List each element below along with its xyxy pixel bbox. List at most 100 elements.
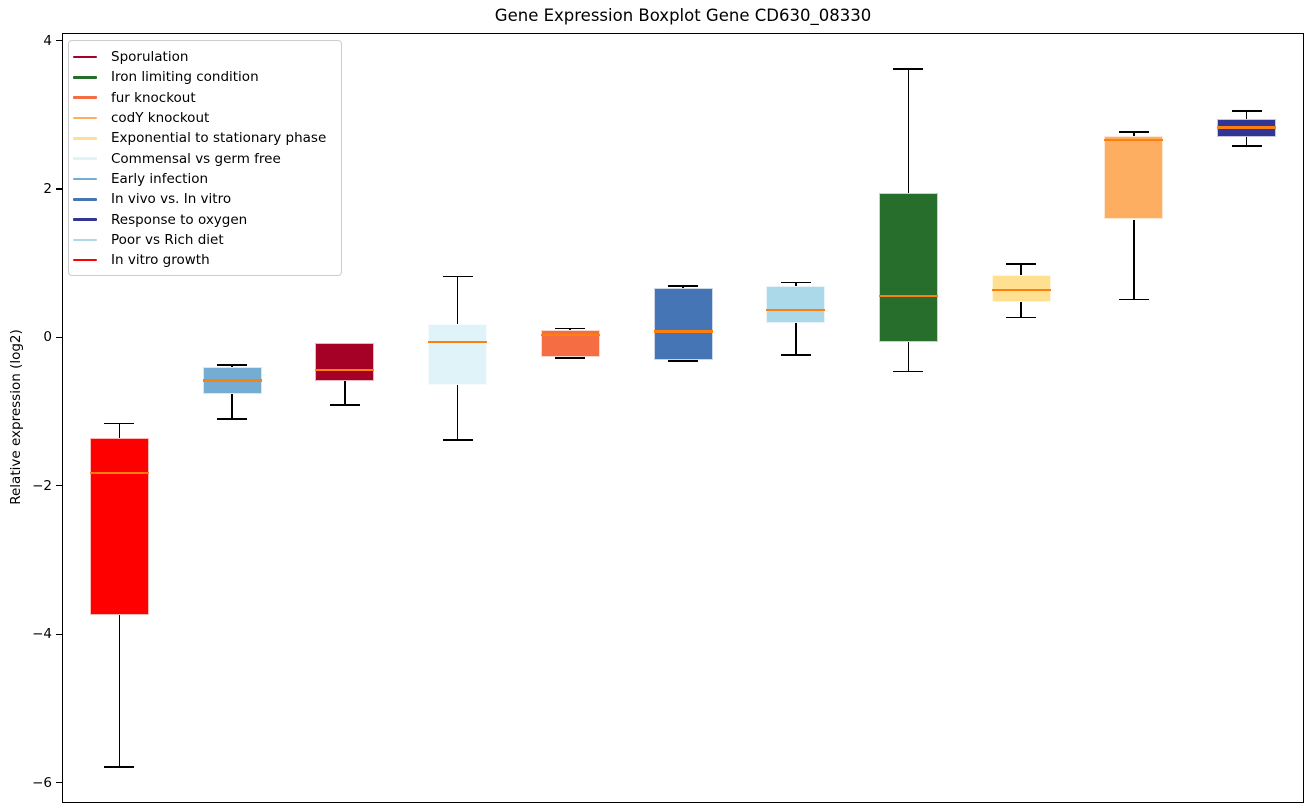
- lower-whisker-cap: [104, 766, 135, 768]
- chart-title: Gene Expression Boxplot Gene CD630_08330: [494, 6, 872, 25]
- median-line: [202, 379, 262, 382]
- legend-item-iron-limiting-condition: Iron limiting condition: [73, 67, 333, 87]
- legend: Sporulation Iron limiting condition fur kn…: [68, 40, 342, 277]
- median-line: [428, 340, 488, 344]
- y-axis-label: Relative expression (log2): [8, 329, 24, 505]
- legend-label: Response to oxygen: [111, 211, 248, 228]
- upper-whisker: [794, 282, 797, 287]
- lower-whisker: [118, 615, 121, 768]
- legend-item-fur-knockout: fur knockout: [73, 88, 333, 108]
- legend-item-poor-vs-rich-diet: Poor vs Rich diet: [73, 230, 333, 250]
- upper-whisker-cap: [668, 285, 698, 288]
- median-line: [878, 294, 938, 298]
- median-line: [1104, 138, 1164, 142]
- median-line: [991, 288, 1051, 292]
- upper-whisker-cap: [217, 364, 248, 366]
- legend-label: Commensal vs germ free: [111, 150, 281, 167]
- legend-item-commensal-vs-germ-free: Commensal vs germ free: [73, 148, 333, 168]
- lower-whisker-cap: [780, 354, 811, 357]
- legend-item-cody-knockout: codY knockout: [73, 108, 333, 128]
- upper-whisker-cap: [780, 281, 811, 284]
- lower-whisker: [344, 381, 346, 405]
- upper-whisker-cap: [104, 422, 135, 425]
- upper-whisker-cap: [1006, 263, 1037, 265]
- legend-item-response-to-oxygen: Response to oxygen: [73, 209, 333, 229]
- legend-label: In vivo vs. In vitro: [111, 191, 232, 208]
- median-line: [315, 368, 375, 372]
- legend-swatch: [73, 76, 97, 79]
- upper-whisker: [1245, 111, 1248, 120]
- iqr-box: [991, 275, 1051, 302]
- median-line: [766, 308, 826, 312]
- upper-whisker: [1020, 264, 1022, 276]
- y-tick-label: 4: [43, 32, 52, 49]
- y-tick-mark: [56, 40, 62, 42]
- legend-label: Sporulation: [111, 49, 189, 66]
- plot-area: 4 2 0 −2 −4 −6 Sporulation Iron limiting condi…: [32, 33, 1304, 803]
- legend-swatch: [73, 258, 97, 262]
- iqr-box: [89, 437, 149, 615]
- legend-item-sporulation: Sporulation: [73, 47, 333, 67]
- y-tick-mark: [56, 782, 62, 784]
- median-line: [89, 472, 149, 475]
- y-tick-label: −4: [32, 626, 52, 643]
- upper-whisker-cap: [555, 327, 586, 330]
- lower-whisker-cap: [329, 404, 360, 406]
- median-line: [653, 330, 713, 333]
- y-tick-mark: [56, 633, 62, 635]
- legend-item-in-vivo-vs-in-vitro: In vivo vs. In vitro: [73, 189, 333, 209]
- lower-whisker: [231, 393, 233, 420]
- legend-swatch: [73, 218, 97, 221]
- legend-swatch: [73, 137, 97, 140]
- y-tick-label: −6: [32, 774, 52, 791]
- upper-whisker: [456, 276, 459, 325]
- upper-whisker-cap: [893, 68, 924, 70]
- legend-item-early-infection: Early infection: [73, 169, 333, 189]
- upper-whisker-cap: [1231, 110, 1262, 112]
- legend-swatch: [73, 96, 97, 100]
- upper-whisker: [1133, 131, 1135, 137]
- legend-label: codY knockout: [111, 110, 210, 127]
- upper-whisker: [907, 68, 910, 193]
- lower-whisker: [794, 323, 797, 356]
- iqr-box: [315, 343, 375, 382]
- legend-swatch: [73, 197, 97, 201]
- legend-label: Poor vs Rich diet: [111, 231, 224, 248]
- lower-whisker-cap: [1231, 145, 1262, 147]
- iqr-box: [766, 286, 826, 324]
- y-tick-label: 0: [43, 329, 52, 346]
- lower-whisker-cap: [1118, 298, 1149, 301]
- lower-whisker-cap: [555, 357, 586, 360]
- y-tick-label: 2: [43, 181, 52, 198]
- upper-whisker: [231, 364, 233, 368]
- lower-whisker: [1133, 219, 1135, 300]
- median-line: [540, 334, 600, 337]
- median-line: [1217, 126, 1277, 129]
- upper-whisker-cap: [442, 275, 473, 278]
- y-tick-mark: [56, 336, 62, 339]
- lower-whisker-cap: [1006, 316, 1037, 319]
- y-tick-mark: [56, 188, 62, 190]
- legend-item-in-vitro-growth: In vitro growth: [73, 250, 333, 270]
- iqr-box: [428, 324, 488, 385]
- legend-item-exponential-to-stationary-phase: Exponential to stationary phase: [73, 128, 333, 148]
- upper-whisker: [118, 423, 121, 438]
- legend-swatch: [73, 116, 97, 120]
- legend-label: Iron limiting condition: [111, 69, 259, 86]
- lower-whisker: [907, 341, 910, 372]
- lower-whisker: [1020, 301, 1022, 318]
- lower-whisker-cap: [442, 439, 473, 441]
- legend-label: Exponential to stationary phase: [111, 130, 327, 147]
- lower-whisker-cap: [893, 370, 924, 373]
- legend-label: In vitro growth: [111, 252, 210, 269]
- lower-whisker-cap: [668, 360, 698, 363]
- lower-whisker-cap: [217, 418, 248, 420]
- lower-whisker: [1245, 137, 1248, 147]
- lower-whisker: [456, 384, 459, 440]
- y-tick-label: −2: [32, 477, 52, 494]
- legend-label: fur knockout: [111, 89, 196, 106]
- legend-label: Early infection: [111, 170, 209, 187]
- legend-swatch: [73, 177, 97, 181]
- iqr-box: [878, 192, 938, 342]
